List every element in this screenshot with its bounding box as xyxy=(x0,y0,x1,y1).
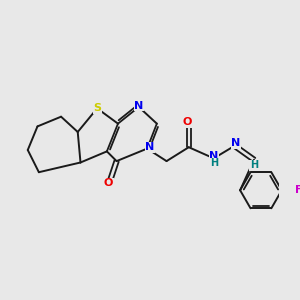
Text: H: H xyxy=(250,160,258,170)
Text: O: O xyxy=(103,178,113,188)
Text: N: N xyxy=(209,151,218,160)
Text: N: N xyxy=(134,100,143,111)
Text: F: F xyxy=(295,185,300,195)
Text: O: O xyxy=(183,117,192,127)
Text: H: H xyxy=(210,158,218,168)
Text: S: S xyxy=(93,103,101,113)
Text: N: N xyxy=(231,138,241,148)
Text: N: N xyxy=(145,142,154,152)
